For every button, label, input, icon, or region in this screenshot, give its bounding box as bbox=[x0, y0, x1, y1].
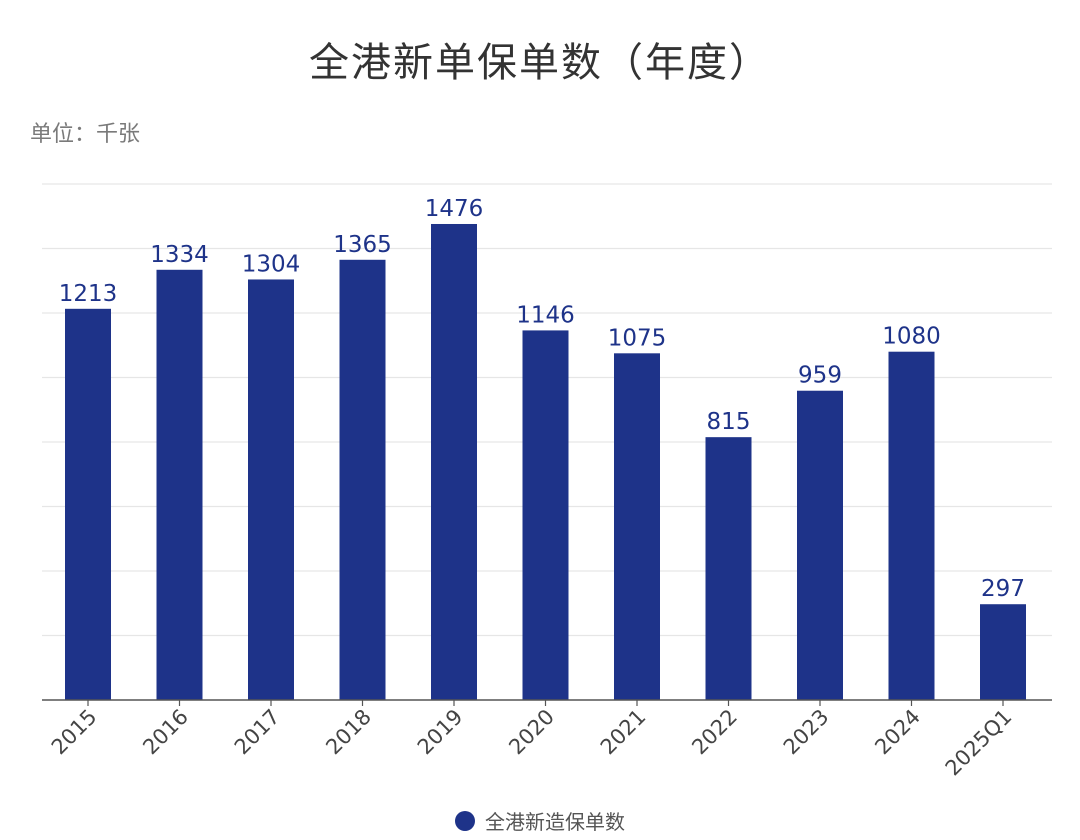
chart-title: 全港新单保单数（年度） bbox=[309, 40, 771, 86]
unit-label: 单位：千张 bbox=[30, 122, 141, 147]
data-label-2017: 1304 bbox=[242, 251, 301, 277]
data-label-2021: 1075 bbox=[608, 325, 667, 351]
bar-chart: 1213 1334 1304 1365 1476 1146 1075 815 959 1080 29… bbox=[42, 183, 1052, 780]
data-label-2018: 1365 bbox=[333, 232, 392, 258]
data-label-2022: 815 bbox=[707, 409, 751, 435]
x-tick-label-2020: 2020 bbox=[504, 705, 559, 760]
bar-2019 bbox=[431, 223, 477, 701]
x-tick-label-2024: 2024 bbox=[870, 705, 925, 760]
x-tick-label-2017: 2017 bbox=[230, 705, 285, 760]
x-tick-label-2023: 2023 bbox=[779, 705, 834, 760]
x-tick-labels: 2015 2016 2017 2018 2019 2020 2021 2022 2023 2024… bbox=[47, 700, 1017, 780]
x-tick-label-2018: 2018 bbox=[321, 705, 376, 760]
bar-2016 bbox=[156, 269, 203, 700]
bar-2025Q1 bbox=[980, 604, 1026, 700]
data-label-2015: 1213 bbox=[59, 281, 118, 307]
x-tick-label-2019: 2019 bbox=[413, 705, 468, 760]
bar-2023 bbox=[797, 390, 843, 700]
x-tick-label-2015: 2015 bbox=[47, 705, 102, 760]
legend-label: 全港新造保单数 bbox=[485, 810, 625, 834]
legend-circle-icon bbox=[455, 810, 475, 831]
bar-2021 bbox=[614, 353, 660, 700]
x-tick-label-2025Q1: 2025Q1 bbox=[941, 705, 1017, 781]
data-label-2020: 1146 bbox=[516, 302, 575, 328]
data-labels: 1213 1334 1304 1365 1476 1146 1075 815 959 1080 29… bbox=[59, 196, 1025, 602]
bar-2015 bbox=[65, 308, 111, 700]
x-tick-label-2021: 2021 bbox=[596, 705, 651, 760]
bar-2020 bbox=[522, 330, 569, 700]
bars bbox=[65, 223, 1026, 701]
data-label-2019: 1476 bbox=[425, 196, 484, 222]
x-tick-label-2016: 2016 bbox=[138, 705, 193, 760]
data-label-2023: 959 bbox=[798, 363, 842, 389]
data-label-2016: 1334 bbox=[150, 242, 209, 268]
data-label-2025Q1: 297 bbox=[981, 576, 1025, 602]
data-label-2024: 1080 bbox=[882, 324, 941, 350]
x-tick-label-2022: 2022 bbox=[687, 705, 742, 760]
legend: 全港新造保单数 bbox=[0, 806, 1080, 835]
bar-2018 bbox=[339, 259, 386, 700]
bar-2024 bbox=[888, 351, 935, 700]
bar-2017 bbox=[248, 279, 294, 700]
bar-2022 bbox=[705, 437, 752, 700]
